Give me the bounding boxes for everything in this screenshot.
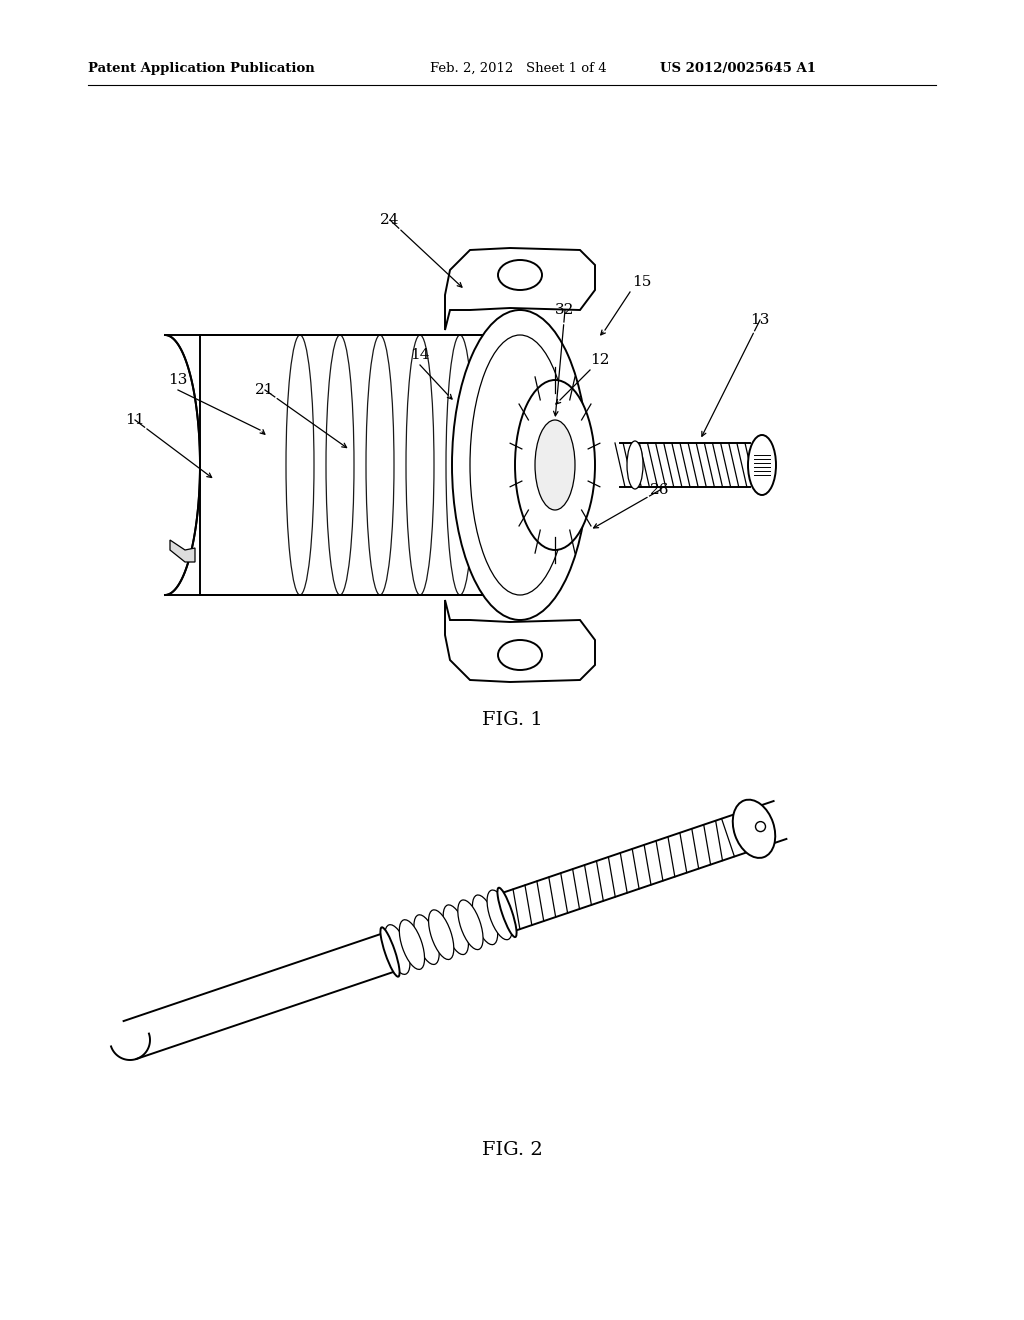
Text: FIG. 2: FIG. 2	[481, 1140, 543, 1159]
Polygon shape	[170, 540, 195, 562]
Text: Feb. 2, 2012   Sheet 1 of 4: Feb. 2, 2012 Sheet 1 of 4	[430, 62, 606, 75]
Ellipse shape	[733, 800, 775, 858]
Text: 14: 14	[411, 348, 430, 362]
Text: 11: 11	[125, 413, 144, 426]
Ellipse shape	[515, 380, 595, 550]
Polygon shape	[620, 444, 750, 487]
Polygon shape	[445, 248, 595, 330]
Text: 21: 21	[255, 383, 274, 397]
Text: 12: 12	[590, 352, 609, 367]
Text: 15: 15	[632, 275, 651, 289]
Polygon shape	[445, 601, 595, 682]
Polygon shape	[111, 1034, 150, 1060]
Ellipse shape	[748, 436, 776, 495]
Ellipse shape	[487, 890, 512, 940]
Ellipse shape	[627, 441, 643, 488]
Ellipse shape	[756, 821, 766, 832]
Ellipse shape	[535, 420, 575, 510]
Text: 26: 26	[650, 483, 670, 498]
Ellipse shape	[452, 310, 588, 620]
Text: 32: 32	[555, 304, 574, 317]
Ellipse shape	[498, 260, 542, 290]
Ellipse shape	[470, 335, 570, 595]
Ellipse shape	[429, 909, 454, 960]
Text: Patent Application Publication: Patent Application Publication	[88, 62, 314, 75]
Ellipse shape	[472, 895, 498, 945]
Ellipse shape	[498, 888, 516, 937]
Ellipse shape	[498, 640, 542, 671]
Text: 13: 13	[751, 313, 770, 327]
Ellipse shape	[458, 900, 483, 949]
Text: FIG. 1: FIG. 1	[481, 711, 543, 729]
Ellipse shape	[380, 928, 399, 977]
Text: US 2012/0025645 A1: US 2012/0025645 A1	[660, 62, 816, 75]
Ellipse shape	[399, 920, 425, 969]
Text: 13: 13	[168, 374, 187, 387]
Polygon shape	[165, 335, 520, 595]
Ellipse shape	[385, 925, 410, 974]
Ellipse shape	[414, 915, 439, 965]
Polygon shape	[124, 801, 786, 1059]
Ellipse shape	[443, 906, 468, 954]
Text: 24: 24	[380, 213, 399, 227]
